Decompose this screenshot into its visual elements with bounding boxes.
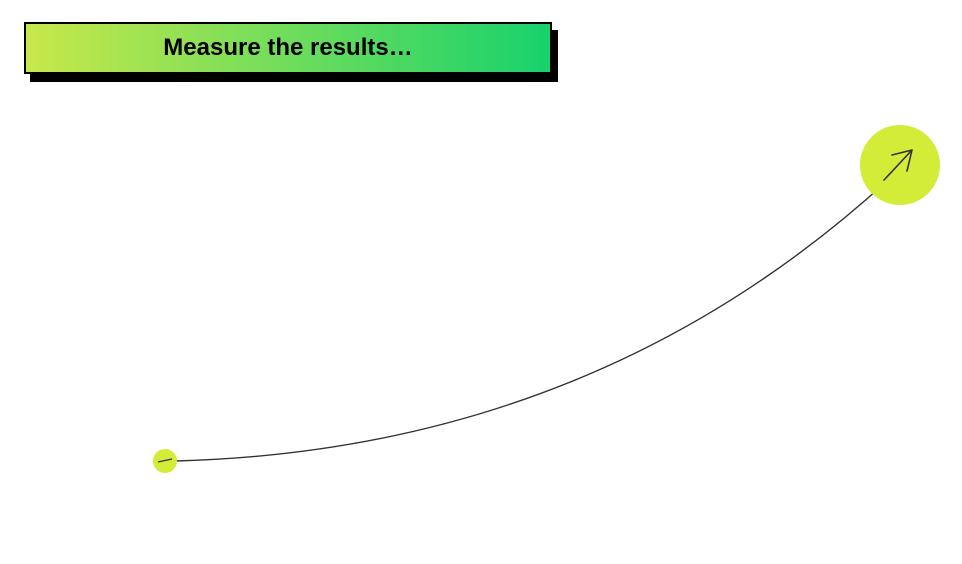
growth-curve-diagram: [0, 0, 962, 564]
end-node-circle: [860, 125, 940, 205]
growth-curve-path: [175, 170, 899, 461]
